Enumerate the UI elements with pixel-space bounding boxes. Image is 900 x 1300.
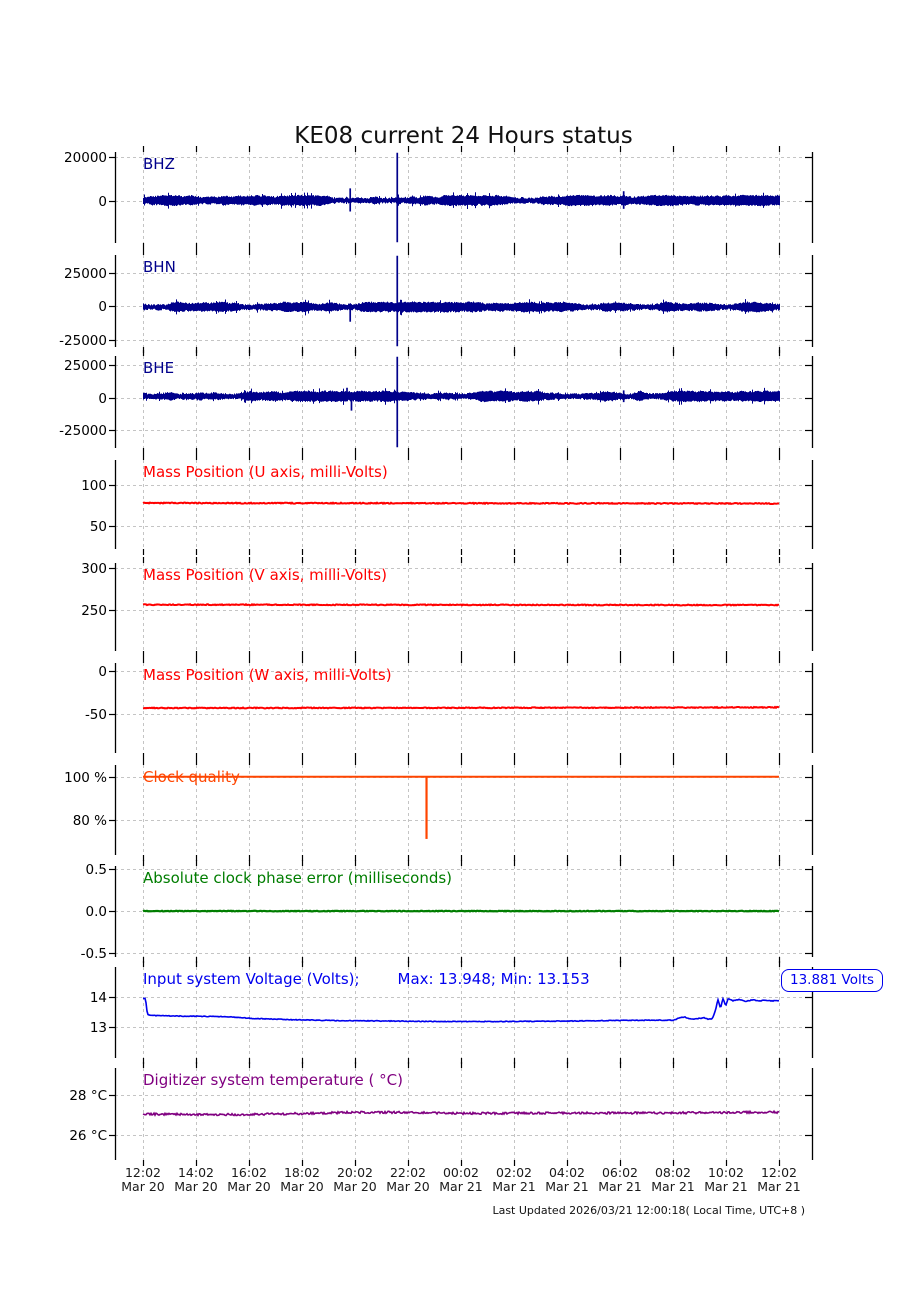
subplot-label: Clock quality: [143, 768, 240, 786]
x-tick-label: 10:02 Mar 21: [704, 1165, 748, 1194]
y-tick-label: 300: [81, 560, 107, 577]
y-tick-label: 0.0: [85, 903, 107, 920]
y-tick-label: 13: [89, 1019, 107, 1036]
y-tick-label: 0: [98, 663, 107, 680]
y-tick-label: -25000: [59, 332, 107, 349]
y-tick-label: -50: [84, 706, 107, 723]
subplot-label: BHE: [143, 359, 175, 377]
last-updated-text: Last Updated 2026/03/21 12:00:18( Local …: [492, 1204, 805, 1217]
y-tick-label: 250: [81, 602, 107, 619]
y-tick-label: 25000: [64, 357, 107, 374]
y-tick-label: 0: [98, 390, 107, 407]
subplot-label: Digitizer system temperature ( °C): [143, 1071, 403, 1089]
x-tick-label: 08:02 Mar 21: [651, 1165, 695, 1194]
y-tick-label: 25000: [64, 265, 107, 282]
y-tick-label: 0: [98, 193, 107, 210]
x-tick-label: 22:02 Mar 20: [386, 1165, 430, 1194]
page-title: KE08 current 24 Hours status: [294, 123, 633, 149]
last-voltage-annotation: 13.881 Volts: [781, 969, 884, 992]
x-tick-label: 12:02 Mar 20: [121, 1165, 165, 1194]
subplot-label: Mass Position (V axis, milli-Volts): [143, 566, 387, 584]
subplot-label: BHN: [143, 258, 176, 276]
y-tick-label: 14: [89, 989, 107, 1006]
x-tick-label: 06:02 Mar 21: [598, 1165, 642, 1194]
y-tick-label: 0.5: [85, 861, 107, 878]
x-tick-label: 04:02 Mar 21: [545, 1165, 589, 1194]
y-tick-label: 28 °C: [69, 1087, 107, 1104]
y-tick-label: -25000: [59, 422, 107, 439]
subplot-label: Mass Position (W axis, milli-Volts): [143, 666, 392, 684]
x-tick-label: 14:02 Mar 20: [174, 1165, 218, 1194]
y-tick-label: 100: [81, 477, 107, 494]
x-tick-label: 16:02 Mar 20: [227, 1165, 271, 1194]
y-tick-label: 0: [98, 298, 107, 315]
x-tick-label: 02:02 Mar 21: [492, 1165, 536, 1194]
x-tick-label: 18:02 Mar 20: [280, 1165, 324, 1194]
x-tick-label: 12:02 Mar 21: [757, 1165, 801, 1194]
subplot-label: BHZ: [143, 155, 175, 173]
y-tick-label: 26 °C: [69, 1127, 107, 1144]
x-tick-label: 20:02 Mar 20: [333, 1165, 377, 1194]
subplot-label: Input system Voltage (Volts); Max: 13.948…: [143, 970, 590, 988]
y-tick-label: 20000: [64, 149, 107, 166]
y-tick-label: 50: [89, 518, 107, 535]
y-tick-label: 80 %: [72, 812, 107, 829]
subplot-label: Mass Position (U axis, milli-Volts): [143, 463, 388, 481]
y-tick-label: 100 %: [64, 769, 107, 786]
y-tick-label: -0.5: [80, 945, 107, 962]
subplot-label: Absolute clock phase error (milliseconds…: [143, 869, 453, 887]
x-tick-label: 00:02 Mar 21: [439, 1165, 483, 1194]
